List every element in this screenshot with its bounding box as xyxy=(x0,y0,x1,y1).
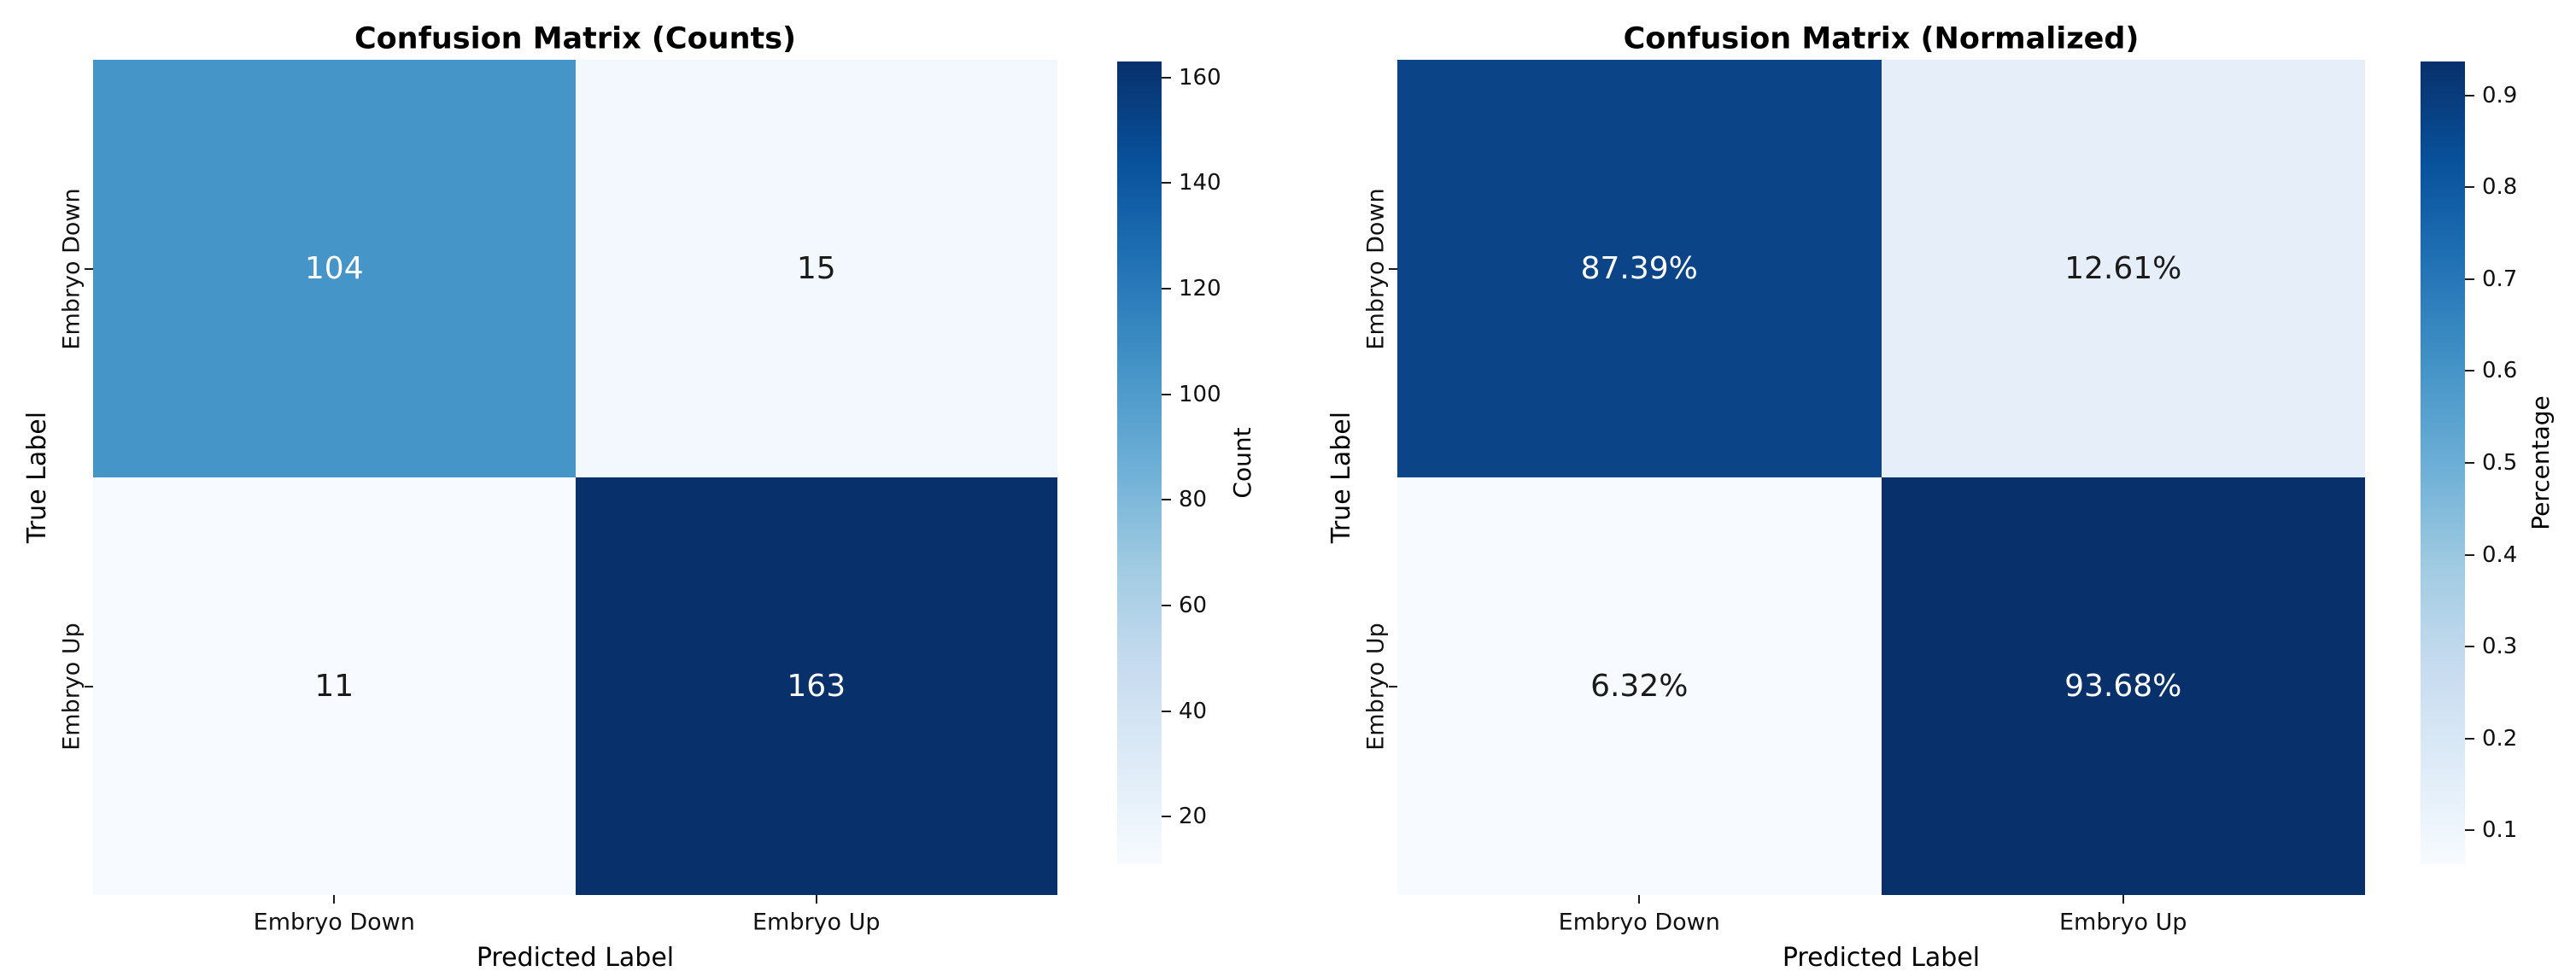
colorbar-tick-mark xyxy=(1162,76,1171,79)
y-tick-mark xyxy=(85,267,93,270)
colorbar-tick-label: 140 xyxy=(1179,170,1221,196)
colorbar-counts xyxy=(1117,61,1162,864)
colorbar-tick-mark xyxy=(2465,737,2474,740)
colorbar-tick-mark xyxy=(2465,186,2474,189)
colorbar-tick-label: 0.1 xyxy=(2482,817,2518,844)
colorbar-tick-mark xyxy=(1162,816,1171,818)
colorbar-tick-label: 120 xyxy=(1179,275,1221,301)
colorbar-tick-label: 80 xyxy=(1179,487,1208,513)
x-tick-mark xyxy=(815,895,817,904)
chart-title-normalized: Confusion Matrix (Normalized) xyxy=(1623,21,2140,56)
colorbar-tick-label: 0.2 xyxy=(2482,725,2518,752)
heatmap-cell-r0c0: 104 xyxy=(93,60,576,477)
colorbar-tick-label: 0.6 xyxy=(2482,358,2518,384)
ytick-label-embryo-down: Embryo Down xyxy=(1362,187,1390,350)
colorbar-tick-label: 0.9 xyxy=(2482,82,2518,108)
xtick-label-embryo-down: Embryo Down xyxy=(1558,909,1720,936)
xtick-label-embryo-up: Embryo Up xyxy=(2058,909,2187,936)
colorbar-tick-label: 0.8 xyxy=(2482,174,2518,201)
x-axis-label: Predicted Label xyxy=(476,943,675,973)
cell-value: 93.68% xyxy=(2064,668,2182,704)
colorbar-percentage xyxy=(2421,61,2465,864)
chart-title-counts: Confusion Matrix (Counts) xyxy=(354,21,797,56)
colorbar-tick-label: 40 xyxy=(1179,698,1208,724)
heatmap-cell-r1c0: 11 xyxy=(93,477,576,895)
colorbar-tick-mark xyxy=(1162,393,1171,395)
colorbar-tick-label: 160 xyxy=(1179,64,1221,91)
cell-value: 163 xyxy=(787,668,846,704)
colorbar-tick-mark xyxy=(2465,370,2474,372)
colorbar-label-percentage: Percentage xyxy=(2526,395,2555,530)
colorbar-tick-label: 60 xyxy=(1179,592,1208,618)
xtick-label-embryo-up: Embryo Up xyxy=(752,909,881,936)
cell-value: 15 xyxy=(796,250,836,286)
cell-value: 104 xyxy=(304,250,364,286)
y-tick-mark xyxy=(85,685,93,687)
colorbar-tick-mark xyxy=(2465,462,2474,464)
heatmap-counts: 104 15 11 163 xyxy=(93,60,1057,895)
colorbar-tick-label: 20 xyxy=(1179,804,1208,830)
colorbar-tick-mark xyxy=(1162,710,1171,712)
colorbar-tick-label: 0.3 xyxy=(2482,634,2518,660)
colorbar-tick-mark xyxy=(1162,287,1171,290)
colorbar-tick-label: 0.5 xyxy=(2482,450,2518,476)
cell-value: 6.32% xyxy=(1590,668,1689,704)
heatmap-cell-r0c1: 15 xyxy=(575,60,1057,477)
x-axis-label: Predicted Label xyxy=(1782,943,1981,973)
colorbar-tick-mark xyxy=(2465,278,2474,280)
y-tick-mark xyxy=(1389,267,1397,270)
colorbar-tick-mark xyxy=(2465,553,2474,556)
colorbar-tick-mark xyxy=(2465,94,2474,97)
x-tick-mark xyxy=(1638,895,1641,904)
colorbar-tick-label: 100 xyxy=(1179,381,1221,407)
cell-value: 87.39% xyxy=(1580,250,1698,286)
cell-value: 12.61% xyxy=(2064,250,2182,286)
heatmap-cell-r0c1: 12.61% xyxy=(1881,60,2365,477)
colorbar-tick-mark xyxy=(1162,182,1171,184)
y-tick-mark xyxy=(1389,685,1397,687)
colorbar-tick-label: 0.7 xyxy=(2482,266,2518,292)
colorbar-tick-label: 0.4 xyxy=(2482,541,2518,568)
colorbar-tick-mark xyxy=(2465,829,2474,832)
heatmap-cell-r0c0: 87.39% xyxy=(1397,60,1882,477)
cell-value: 11 xyxy=(314,668,354,704)
x-tick-mark xyxy=(333,895,336,904)
x-tick-mark xyxy=(2122,895,2124,904)
xtick-label-embryo-down: Embryo Down xyxy=(253,909,415,936)
heatmap-cell-r1c0: 6.32% xyxy=(1397,477,1882,895)
heatmap-cell-r1c1: 163 xyxy=(575,477,1057,895)
colorbar-tick-mark xyxy=(1162,604,1171,606)
y-axis-label: True Label xyxy=(1326,411,1356,544)
heatmap-cell-r1c1: 93.68% xyxy=(1881,477,2365,895)
colorbar-tick-mark xyxy=(2465,646,2474,648)
ytick-label-embryo-up: Embryo Up xyxy=(1362,622,1390,751)
heatmap-normalized: 87.39% 12.61% 6.32% 93.68% xyxy=(1397,60,2365,895)
colorbar-tick-mark xyxy=(1162,499,1171,501)
